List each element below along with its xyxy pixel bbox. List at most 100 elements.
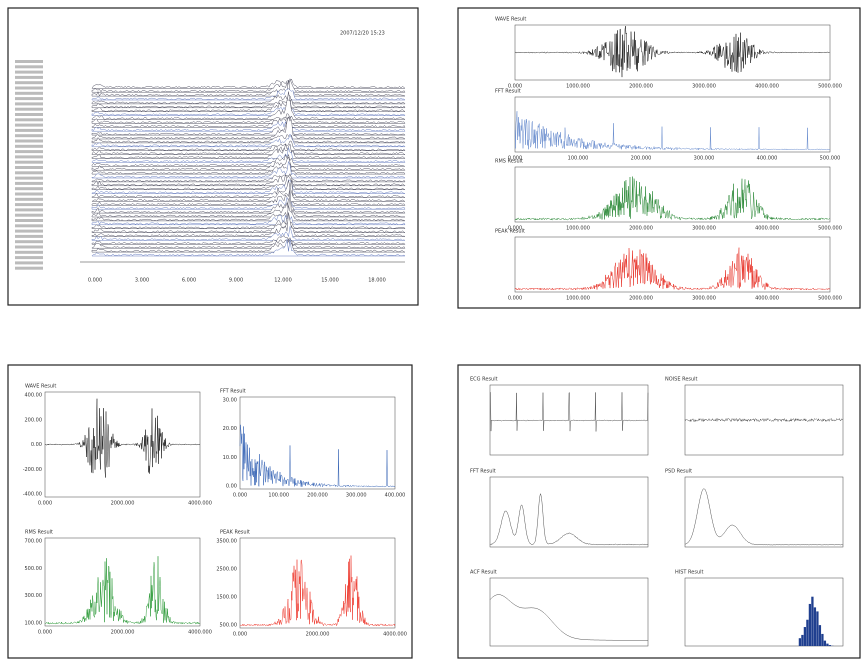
x-tick-label: 300.000 <box>694 156 715 162</box>
channel-label <box>15 150 43 154</box>
channel-label <box>15 224 43 228</box>
x-tick-label: 4000.000 <box>755 84 779 90</box>
plot-title: WAVE Result <box>495 17 526 23</box>
x-tick-label: 0.000 <box>508 156 522 162</box>
waterfall-trace <box>91 173 406 183</box>
channel-label <box>15 107 43 111</box>
hist-bar <box>821 633 824 646</box>
page-2 <box>457 7 861 309</box>
waterfall-trace <box>91 147 406 163</box>
x-tick-label: 2000.000 <box>306 632 330 638</box>
channel-label <box>15 256 43 260</box>
x-tick-label: 100.000 <box>568 156 589 162</box>
waterfall-trace <box>91 143 406 155</box>
signal-trace <box>240 555 396 627</box>
hist-bar <box>818 625 822 646</box>
hist-bar <box>803 627 807 646</box>
waterfall-trace <box>91 99 406 120</box>
waterfall-trace <box>91 140 406 152</box>
channel-label <box>15 97 43 101</box>
x-tick-label: 0.000 <box>508 296 522 302</box>
x-tick-label: 2000.000 <box>111 630 135 636</box>
x-tick-label: 0.000 <box>88 278 102 284</box>
waterfall-trace <box>91 133 406 148</box>
page-4 <box>457 364 861 659</box>
hist-bar <box>826 643 829 646</box>
x-tick-label: 5000.000 <box>818 296 842 302</box>
y-tick-label: 200.00 <box>25 417 43 423</box>
x-tick-label: 0.000 <box>233 632 247 638</box>
signal-trace <box>684 488 844 546</box>
x-tick-label: 2000.000 <box>629 296 653 302</box>
channel-label <box>15 219 43 222</box>
x-tick-label: 1000.000 <box>566 296 590 302</box>
plot-frame <box>514 96 831 153</box>
channel-label <box>15 60 43 63</box>
waterfall-trace <box>91 143 406 159</box>
x-tick-label: 0.000 <box>233 493 247 499</box>
channel-label <box>15 229 43 233</box>
x-tick-label: 200.000 <box>631 156 652 162</box>
channel-label <box>15 144 43 148</box>
waterfall-trace <box>91 198 406 214</box>
x-tick-label: 100.000 <box>268 493 289 499</box>
x-tick-label: 4000.000 <box>755 296 779 302</box>
plot-frame <box>44 391 201 498</box>
hist-bar <box>828 645 832 646</box>
channel-label <box>15 86 43 90</box>
plot-title: PEAK Result <box>220 530 250 536</box>
waterfall-trace <box>91 179 406 198</box>
y-tick-label: 0.00 <box>31 442 42 448</box>
channel-label <box>15 181 43 185</box>
channel-label <box>15 187 43 191</box>
y-tick-label: 500.00 <box>220 623 238 629</box>
waterfall-trace <box>91 156 406 171</box>
hist-bar <box>808 603 812 646</box>
waterfall-trace <box>91 173 406 187</box>
waterfall-trace <box>91 116 406 128</box>
waterfall-trace <box>91 153 406 167</box>
channel-label <box>15 166 43 169</box>
y-tick-label: 0.00 <box>226 484 237 490</box>
waterfall-trace <box>91 99 406 112</box>
y-tick-label: -200.00 <box>23 467 42 473</box>
plot-frame <box>489 577 649 647</box>
channel-label <box>15 134 43 138</box>
plot-title: FFT Result <box>495 89 521 95</box>
y-tick-label: 20.00 <box>223 426 237 432</box>
y-tick-label: 2500.00 <box>216 567 237 573</box>
y-tick-label: 500.00 <box>25 566 43 572</box>
waterfall-trace <box>91 190 406 218</box>
waterfall-trace <box>91 217 406 230</box>
y-tick-label: 3500.00 <box>216 539 237 545</box>
waterfall-trace <box>91 102 406 116</box>
channel-label <box>15 128 43 132</box>
plot-title: RMS Result <box>25 530 53 536</box>
channel-label <box>15 123 43 127</box>
x-tick-label: 0.000 <box>38 630 52 636</box>
channel-label <box>15 75 43 79</box>
waterfall-trace <box>91 235 406 245</box>
waterfall-trace <box>91 226 406 241</box>
x-tick-label: 3000.000 <box>692 84 716 90</box>
y-tick-label: 100.00 <box>25 621 43 627</box>
hist-bar <box>806 619 809 646</box>
waterfall-trace <box>91 213 406 226</box>
plot-frame <box>684 476 844 548</box>
waterfall-trace <box>91 238 406 249</box>
channel-label <box>15 240 43 244</box>
plot-title: NOISE Result <box>665 377 698 383</box>
channel-label <box>15 250 43 254</box>
waterfall-trace <box>91 222 406 233</box>
channel-label <box>15 81 43 85</box>
plot-frame <box>489 476 649 548</box>
x-tick-label: 4000.000 <box>188 501 212 507</box>
channel-label <box>15 113 43 116</box>
x-tick-label: 5000.000 <box>818 226 842 232</box>
signal-trace <box>489 492 649 546</box>
x-tick-label: 0.000 <box>508 226 522 232</box>
signal-trace <box>684 417 844 423</box>
channel-label <box>15 266 43 270</box>
waterfall-trace <box>91 79 406 97</box>
